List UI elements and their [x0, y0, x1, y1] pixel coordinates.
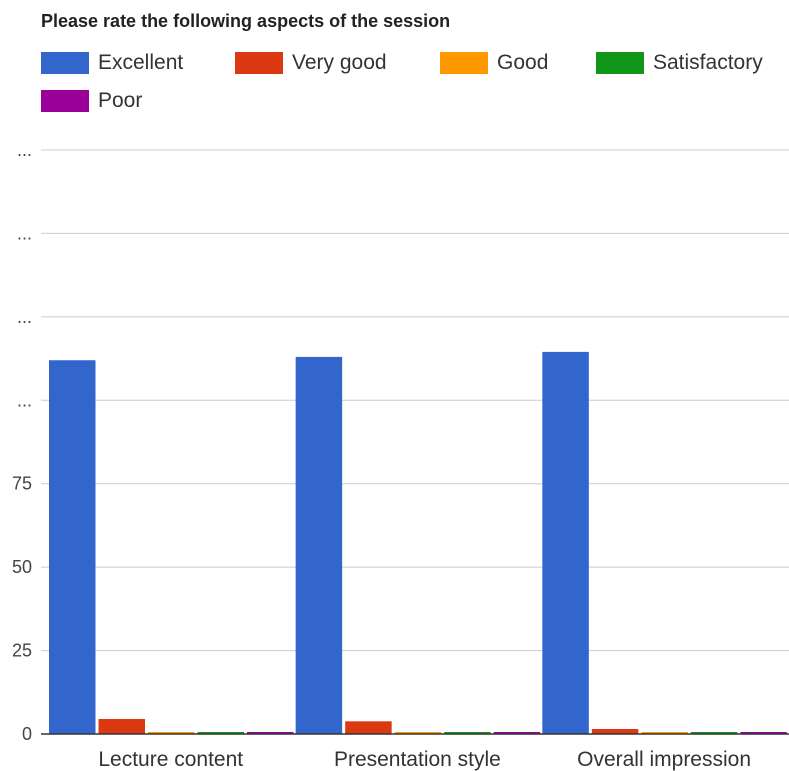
legend-label-satisfactory: Satisfactory — [653, 51, 763, 74]
y-tick-label: 25 — [12, 641, 32, 661]
x-category-label: Lecture content — [98, 748, 243, 771]
y-tick-label: ... — [17, 307, 32, 327]
y-tick-label: 75 — [12, 474, 32, 494]
x-category-label: Overall impression — [577, 748, 751, 771]
bar-very-good[interactable] — [591, 728, 639, 734]
bar-good[interactable] — [641, 732, 688, 734]
legend-label-poor: Poor — [98, 89, 143, 112]
legend-item-excellent[interactable]: Excellent — [41, 49, 183, 77]
y-tick-label: ... — [17, 390, 32, 410]
bar-satisfactory[interactable] — [197, 732, 245, 734]
legend-item-poor[interactable]: Poor — [41, 87, 142, 115]
legend-label-very-good: Very good — [292, 51, 387, 74]
bar-very-good[interactable] — [345, 721, 392, 734]
y-tick-label: ... — [17, 140, 32, 160]
bar-good[interactable] — [394, 732, 442, 734]
y-tick-label: 0 — [22, 724, 32, 744]
bar-excellent[interactable] — [295, 356, 343, 734]
legend-swatch-very-good — [235, 52, 283, 74]
legend-swatch-excellent — [41, 52, 89, 74]
bar-excellent[interactable] — [49, 360, 96, 734]
bar-poor[interactable] — [740, 732, 787, 734]
y-tick-label: ... — [17, 223, 32, 243]
bar-poor[interactable] — [247, 732, 294, 734]
legend-item-satisfactory[interactable]: Satisfactory — [596, 49, 763, 77]
legend-item-good[interactable]: Good — [440, 49, 548, 77]
legend-swatch-satisfactory — [596, 52, 644, 74]
bar-excellent[interactable] — [542, 351, 589, 734]
legend-item-very-good[interactable]: Very good — [235, 49, 387, 77]
x-category-label: Presentation style — [334, 748, 501, 771]
legend-swatch-good — [440, 52, 488, 74]
bar-satisfactory[interactable] — [444, 732, 491, 734]
legend-label-excellent: Excellent — [98, 51, 184, 74]
legend-swatch-poor — [41, 90, 89, 112]
legend-label-good: Good — [497, 51, 549, 74]
bar-good[interactable] — [148, 732, 195, 734]
bar-very-good[interactable] — [98, 718, 146, 734]
bar-satisfactory[interactable] — [690, 732, 738, 734]
chart-title: Please rate the following aspects of the… — [41, 11, 451, 31]
y-tick-label: 50 — [12, 557, 32, 577]
bar-poor[interactable] — [493, 732, 541, 734]
